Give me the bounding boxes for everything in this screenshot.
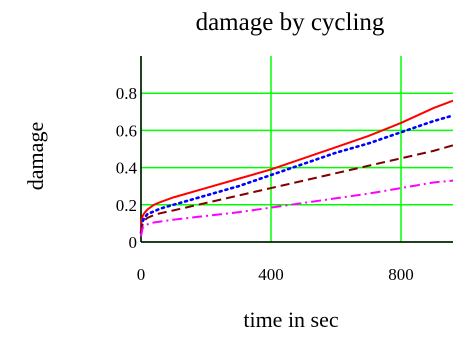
- series-line-1: [139, 114, 453, 234]
- x-tick-label-1: 400: [258, 265, 284, 284]
- y-tick-label-3: 0.6: [116, 121, 137, 140]
- y-tick-label-0: 0: [129, 233, 138, 252]
- y-tick-label-2: 0.4: [116, 159, 138, 178]
- x-tick-label-2: 800: [388, 265, 414, 284]
- plot-area: 0 0.2 0.4 0.6 0.8 0 400 800: [116, 56, 453, 284]
- x-tick-label-0: 0: [137, 265, 146, 284]
- series-line-2: [140, 144, 453, 233]
- series-line-3: [140, 179, 453, 237]
- series-line-0: [140, 99, 453, 235]
- y-tick-label-1: 0.2: [116, 196, 137, 215]
- chart-title: damage by cycling: [196, 9, 385, 36]
- y-tick-label-4: 0.8: [116, 84, 137, 103]
- x-axis-label: time in sec: [243, 307, 339, 332]
- y-axis-label: damage: [23, 122, 48, 190]
